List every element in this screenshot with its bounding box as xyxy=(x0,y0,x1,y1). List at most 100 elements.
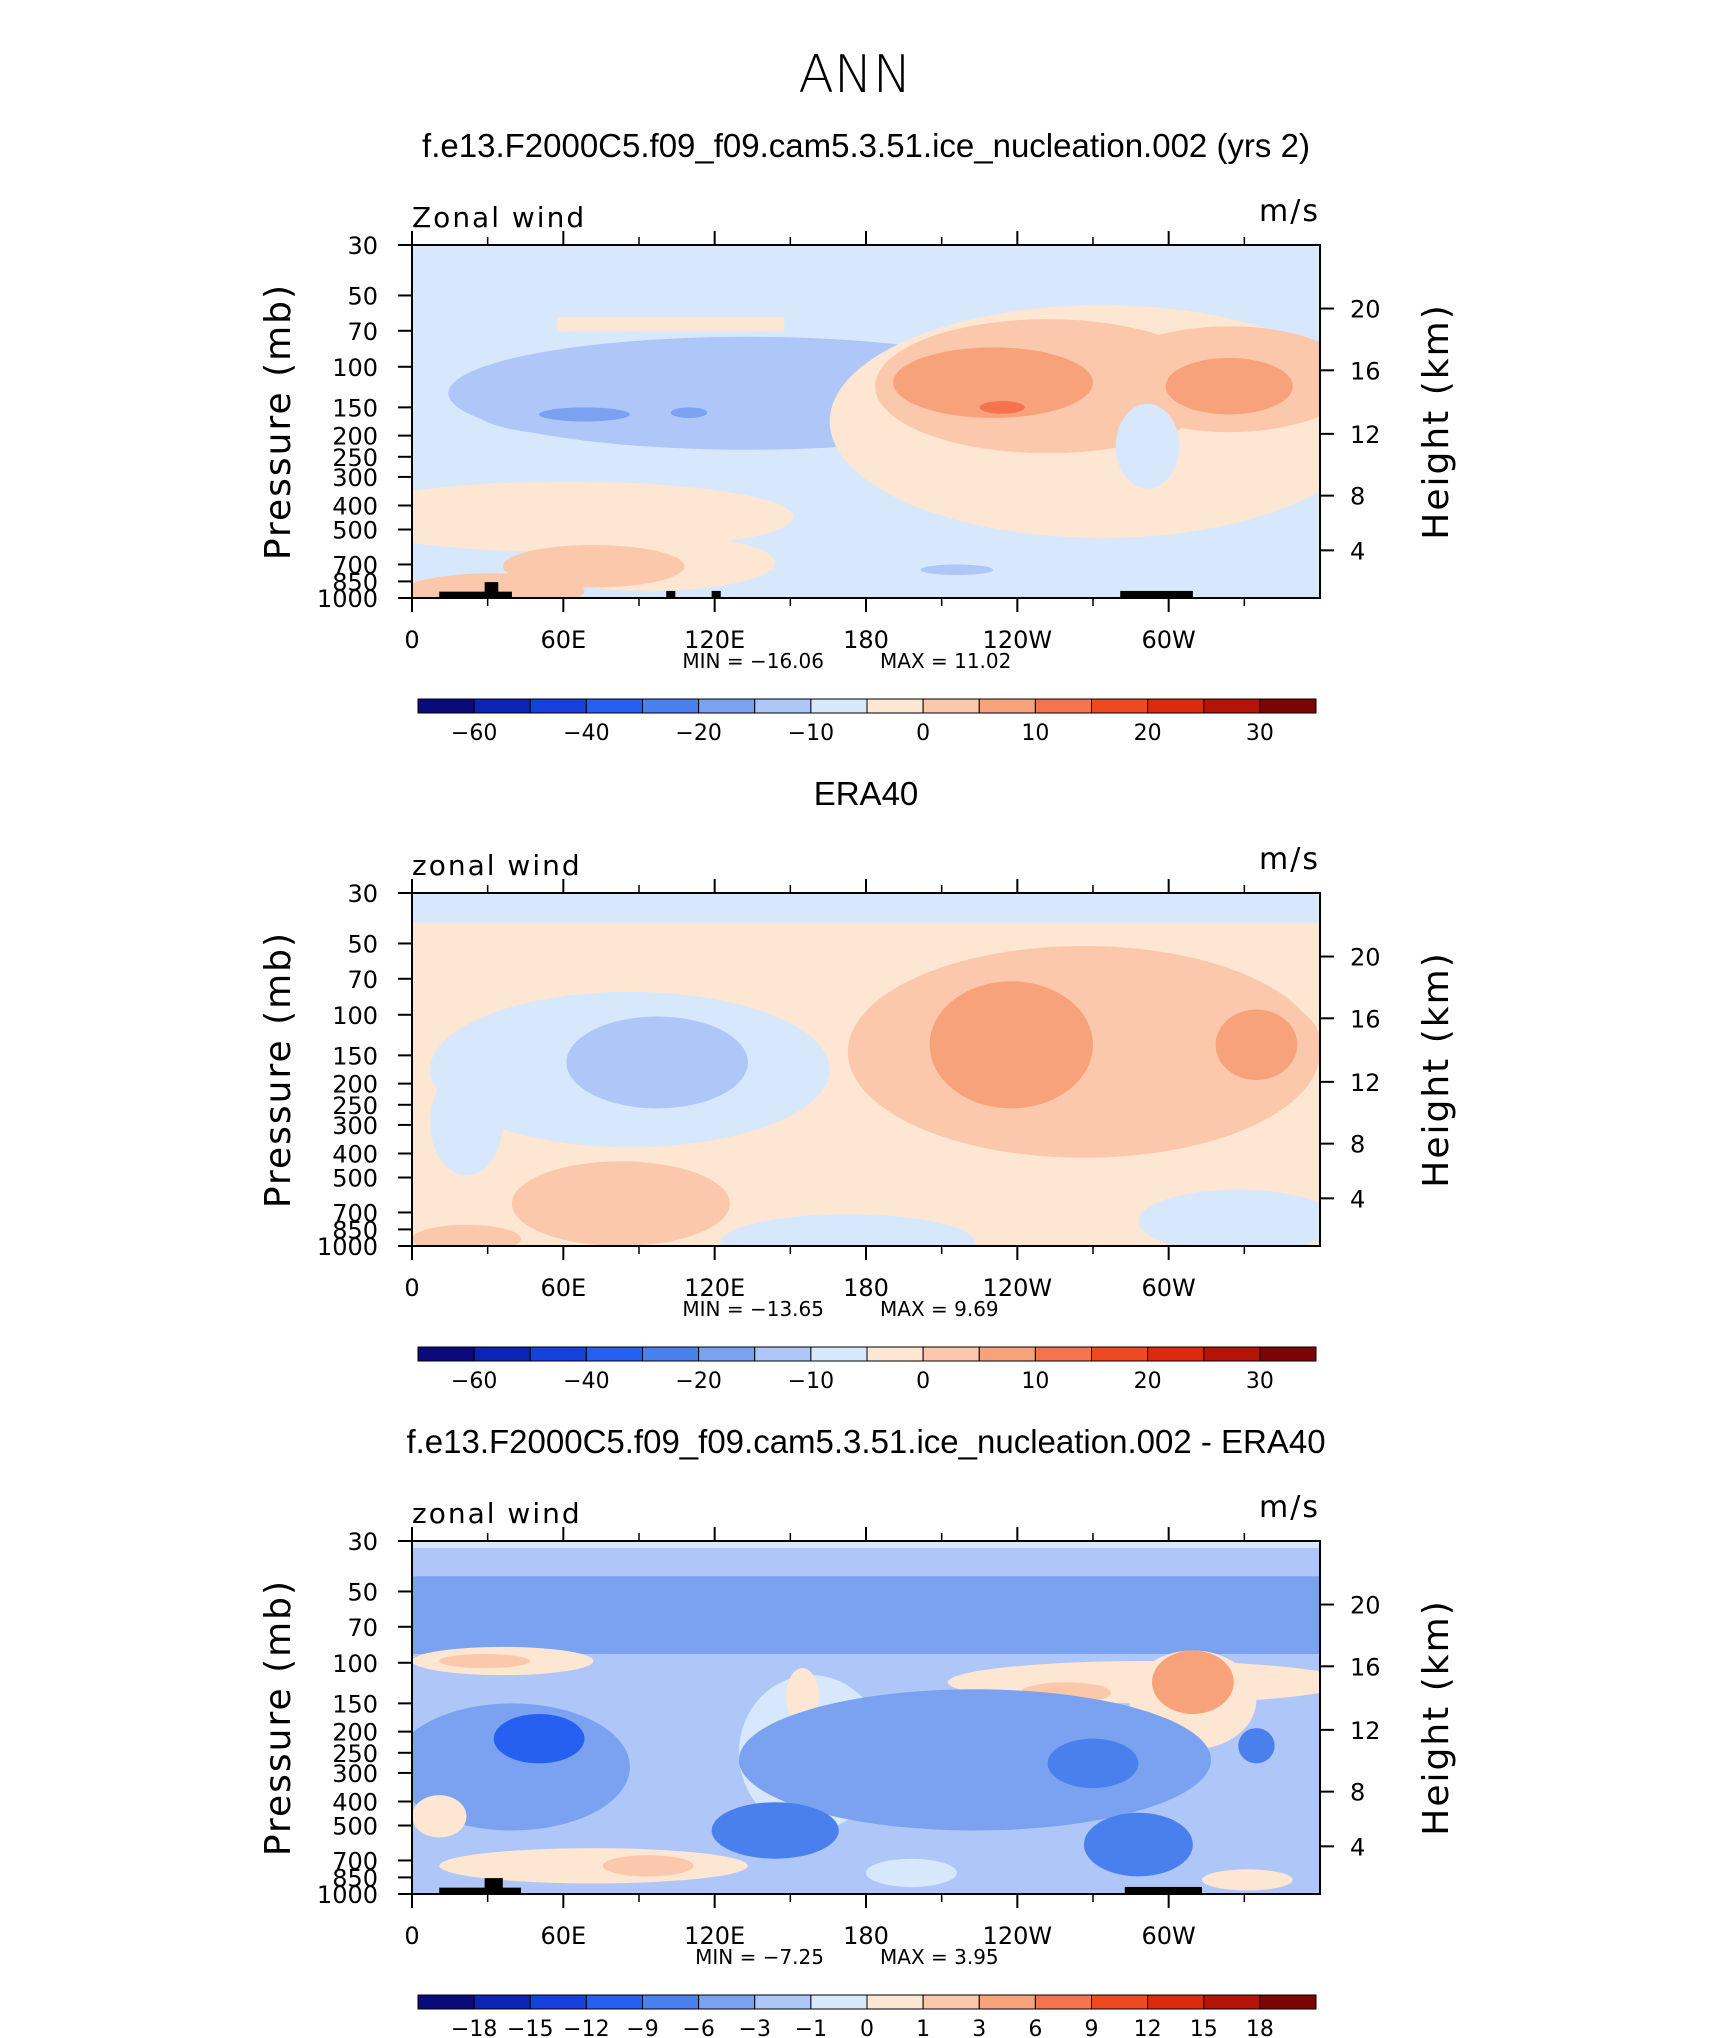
contour-region xyxy=(566,1016,748,1109)
topography xyxy=(484,1878,503,1894)
y-axis-title: Pressure (mb) xyxy=(258,931,299,1208)
y-tick-label: 100 xyxy=(332,354,378,382)
y-tick-label: 1000 xyxy=(317,585,378,613)
contour-region xyxy=(866,1858,957,1887)
y2-tick-label: 16 xyxy=(1350,1653,1381,1681)
x-tick-label: 60W xyxy=(1142,1922,1196,1950)
contour-region xyxy=(1083,1812,1193,1877)
contour-region xyxy=(602,1855,694,1877)
colorbar-label: −40 xyxy=(563,1369,609,1394)
contour-region xyxy=(557,317,785,332)
colorbar-label: 10 xyxy=(1021,1369,1049,1394)
colorbar-swatch xyxy=(417,698,475,714)
y2-tick-label: 8 xyxy=(1350,1131,1365,1159)
y2-axis-title: Height (km) xyxy=(1416,951,1457,1187)
contour-region xyxy=(929,981,1093,1109)
panel-2: ERA40 zonal wind m/s 0 60E 120E 180 120W 60W 30 50… xyxy=(258,775,1457,1394)
topography xyxy=(1124,1886,1202,1894)
y2-axis-title: Height (km) xyxy=(1416,303,1457,539)
colorbar-swatch xyxy=(922,1994,980,2010)
max-label: MAX = 9.69 xyxy=(880,1297,999,1321)
y2-tick-label: 8 xyxy=(1350,483,1365,511)
y-tick-label: 150 xyxy=(332,394,378,422)
colorbar-swatch xyxy=(1259,698,1317,714)
y-tick-label: 70 xyxy=(347,1614,378,1642)
contour-region xyxy=(439,1653,531,1669)
colorbar-swatch xyxy=(978,698,1036,714)
contour-region xyxy=(412,1541,1320,1549)
contour-region xyxy=(1047,1738,1139,1789)
colorbar-swatch xyxy=(585,1346,643,1362)
colorbar-label: −3 xyxy=(739,2017,771,2038)
colorbar-swatch xyxy=(1034,1346,1092,1362)
x-tick-label: 120E xyxy=(684,1274,745,1302)
colorbar-swatch xyxy=(529,1346,587,1362)
contour-region xyxy=(493,1713,585,1764)
colorbar-swatch xyxy=(1034,698,1092,714)
colorbar-label: −10 xyxy=(788,721,834,746)
colorbar-swatch xyxy=(698,698,756,714)
colorbar-swatch xyxy=(529,698,587,714)
colorbar-label: −6 xyxy=(682,2017,714,2038)
y-tick-label: 700 xyxy=(332,1199,378,1227)
y2-tick-label: 12 xyxy=(1350,1717,1381,1745)
x-tick-label: 120E xyxy=(684,626,745,654)
colorbar-swatch xyxy=(866,1994,924,2010)
contour-region xyxy=(1115,403,1180,489)
contour-region xyxy=(1165,357,1293,415)
colorbar-label: 12 xyxy=(1134,2017,1162,2038)
colorbar-label: 20 xyxy=(1134,721,1162,746)
y-tick-label: 30 xyxy=(347,1528,378,1556)
colorbar-swatch xyxy=(866,1346,924,1362)
y-tick-label: 400 xyxy=(332,493,378,521)
contour-region xyxy=(412,481,794,553)
colorbar-label: −12 xyxy=(563,2017,609,2038)
x-tick-label: 0 xyxy=(404,626,419,654)
x-tick-label: 120W xyxy=(983,626,1053,654)
colorbar-label: 9 xyxy=(1085,2017,1099,2038)
colorbar-swatch xyxy=(585,698,643,714)
colorbar-swatch xyxy=(810,698,868,714)
colorbar-label: −9 xyxy=(626,2017,658,2038)
contour-region xyxy=(670,407,708,418)
colorbar-swatch xyxy=(978,1346,1036,1362)
colorbar-swatch xyxy=(642,698,700,714)
y-tick-label: 500 xyxy=(332,517,378,545)
y-axis-title: Pressure (mb) xyxy=(258,283,299,560)
y2-tick-label: 4 xyxy=(1350,537,1365,565)
topography xyxy=(1120,590,1193,598)
units-label: m/s xyxy=(1259,842,1320,877)
contour-region xyxy=(430,1069,503,1176)
y-tick-label: 850 xyxy=(332,1216,378,1244)
colorbar-swatch xyxy=(529,1994,587,2010)
colorbar-swatch xyxy=(698,1994,756,2010)
colorbar-swatch xyxy=(1091,1994,1149,2010)
contour-region xyxy=(893,347,1093,418)
min-label: MIN = −7.25 xyxy=(695,1945,824,1969)
x-tick-label: 0 xyxy=(404,1274,419,1302)
colorbar-swatch xyxy=(922,1346,980,1362)
y-tick-label: 850 xyxy=(332,1864,378,1892)
colorbar-swatch xyxy=(585,1994,643,2010)
y-tick-label: 500 xyxy=(332,1165,378,1193)
contour-region xyxy=(511,1161,730,1246)
colorbar-label: −15 xyxy=(507,2017,553,2038)
units-label: m/s xyxy=(1259,1490,1320,1525)
colorbar-swatch xyxy=(417,1346,475,1362)
colorbar-swatch xyxy=(1203,698,1261,714)
colorbar-label: 0 xyxy=(916,721,930,746)
contour-region xyxy=(711,1802,839,1859)
y-tick-label: 150 xyxy=(332,1690,378,1718)
variable-label: Zonal wind xyxy=(412,201,586,234)
y-tick-label: 850 xyxy=(332,568,378,596)
contour-region xyxy=(412,1224,521,1246)
y-tick-label: 200 xyxy=(332,1071,378,1099)
colorbar-swatch xyxy=(417,1994,475,2010)
colorbar-label: 1 xyxy=(916,2017,930,2038)
y-tick-label: 50 xyxy=(347,930,378,958)
y-tick-label: 50 xyxy=(347,1578,378,1606)
contour-region xyxy=(920,564,994,576)
colorbar-swatch xyxy=(1147,1346,1205,1362)
contour-region xyxy=(502,545,685,588)
y-tick-label: 1000 xyxy=(317,1881,378,1909)
